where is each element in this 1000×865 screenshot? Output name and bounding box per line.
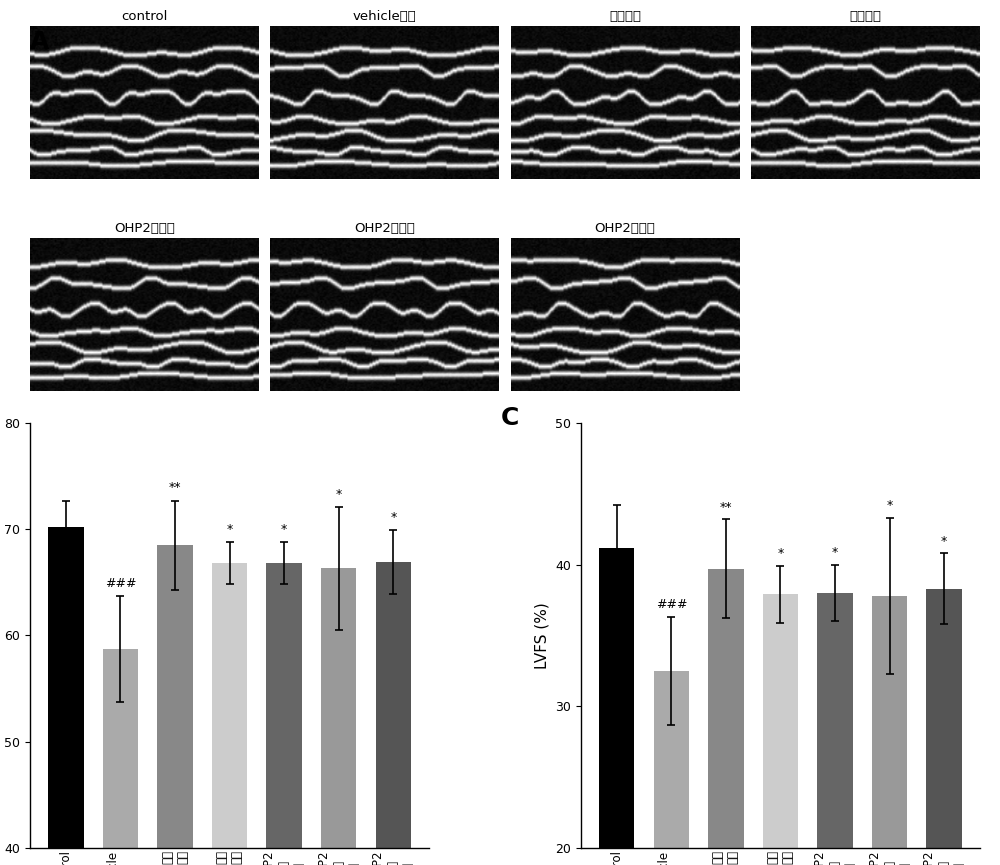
Bar	[157, 545, 193, 865]
Bar	[599, 548, 634, 865]
Title: OHP2中剂量: OHP2中剂量	[354, 222, 415, 235]
Bar	[708, 569, 744, 865]
Text: *: *	[886, 499, 893, 512]
Title: OHP2低剂量: OHP2低剂量	[595, 222, 656, 235]
Title: 索玛鲁肽: 索玛鲁肽	[850, 10, 882, 23]
Bar	[321, 568, 356, 865]
Title: 恩格列净: 恩格列净	[609, 10, 641, 23]
Bar	[926, 588, 962, 865]
Text: *: *	[390, 511, 396, 524]
Bar	[763, 594, 798, 865]
Y-axis label: LVFS (%): LVFS (%)	[535, 602, 550, 669]
Bar	[48, 527, 84, 865]
Title: control: control	[121, 10, 168, 23]
Bar	[103, 649, 138, 865]
Bar	[266, 563, 302, 865]
Text: **: **	[169, 481, 181, 494]
Text: *: *	[226, 522, 233, 535]
Text: *: *	[941, 535, 947, 548]
Bar	[817, 593, 853, 865]
Bar	[872, 596, 907, 865]
Text: A: A	[30, 30, 49, 54]
Text: *: *	[336, 488, 342, 501]
Text: C: C	[501, 406, 519, 430]
Bar	[654, 670, 689, 865]
Text: ###: ###	[105, 577, 136, 590]
Title: vehicle模型: vehicle模型	[353, 10, 417, 23]
Text: *: *	[832, 546, 838, 559]
Bar	[212, 563, 247, 865]
Text: *: *	[777, 548, 784, 561]
Text: **: **	[720, 501, 732, 514]
Title: OHP2高剂量: OHP2高剂量	[114, 222, 175, 235]
Bar	[376, 562, 411, 865]
Text: *: *	[281, 522, 287, 535]
Text: ###: ###	[656, 599, 687, 612]
